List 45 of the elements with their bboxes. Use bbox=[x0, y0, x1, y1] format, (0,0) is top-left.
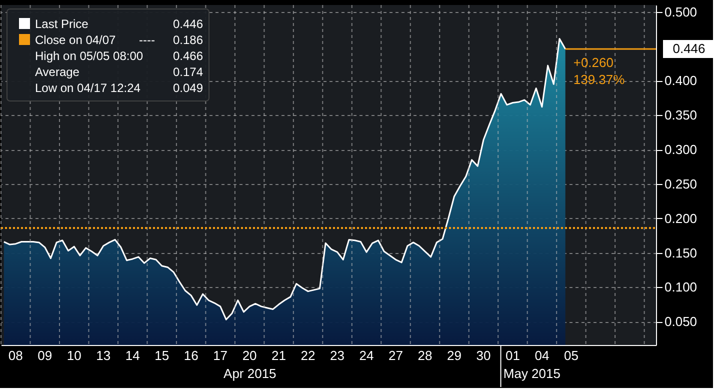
annotation: High on 05/05 08:00 bbox=[35, 49, 144, 63]
legend-label: Close on 04/07 bbox=[35, 33, 116, 47]
y-tick-label: 0.200 bbox=[664, 210, 698, 226]
y-tick-label: 0.100 bbox=[664, 280, 698, 295]
x-tick-label: 10 bbox=[66, 348, 82, 363]
x-tick-label: 16 bbox=[184, 348, 198, 363]
x-tick-label: 13 bbox=[96, 348, 111, 363]
x-tick-label: 04 bbox=[534, 348, 550, 363]
y-tick-label: 0.350 bbox=[664, 108, 698, 123]
x-tick-label: 01 bbox=[505, 348, 520, 363]
y-tick-label: 0.050 bbox=[664, 314, 698, 330]
y-tick-label: 0.400 bbox=[664, 73, 698, 88]
x-tick-label: 24 bbox=[359, 348, 374, 363]
annotation: 0.446 bbox=[172, 17, 204, 31]
x-tick-label: 22 bbox=[300, 348, 316, 363]
legend-label: Last Price bbox=[35, 17, 89, 31]
y-tick-label: 0.250 bbox=[664, 176, 698, 192]
annotation: 0.186 bbox=[172, 33, 204, 47]
annotation: 0.466 bbox=[172, 49, 204, 63]
text: Apr 2015 bbox=[224, 366, 276, 381]
x-tick-label: 20 bbox=[242, 348, 257, 363]
ref-line-label: 0.446 bbox=[672, 41, 706, 56]
x-tick-label: 29 bbox=[447, 348, 462, 363]
x-tick-label: 30 bbox=[476, 348, 491, 363]
y-tick-label: 0.150 bbox=[664, 245, 698, 260]
x-tick-label: 09 bbox=[38, 348, 52, 363]
x-tick-label: 05 bbox=[564, 348, 578, 363]
x-tick-label: 08 bbox=[8, 348, 23, 363]
x-tick-label: 21 bbox=[272, 348, 286, 363]
x-tick-label: 17 bbox=[213, 348, 228, 363]
x-tick-label: 14 bbox=[125, 348, 140, 363]
annotation: ---- bbox=[139, 33, 155, 47]
annotation: +0.260 bbox=[573, 55, 614, 70]
y-tick-label: 0.500 bbox=[664, 4, 698, 20]
x-tick-label: 27 bbox=[388, 348, 403, 363]
y-tick-label: 0.300 bbox=[664, 142, 698, 158]
x-tick-label: 23 bbox=[330, 348, 345, 363]
annotation: 0.049 bbox=[172, 81, 204, 95]
annotation: 139.37% bbox=[573, 72, 626, 88]
annotation: 0.174 bbox=[172, 65, 204, 79]
x-tick-label: 28 bbox=[418, 348, 432, 363]
annotation: Low on 04/17 12:24 bbox=[35, 81, 141, 95]
x-tick-label: 15 bbox=[154, 348, 170, 363]
annotation: Average bbox=[35, 65, 80, 79]
text: May 2015 bbox=[503, 366, 560, 381]
